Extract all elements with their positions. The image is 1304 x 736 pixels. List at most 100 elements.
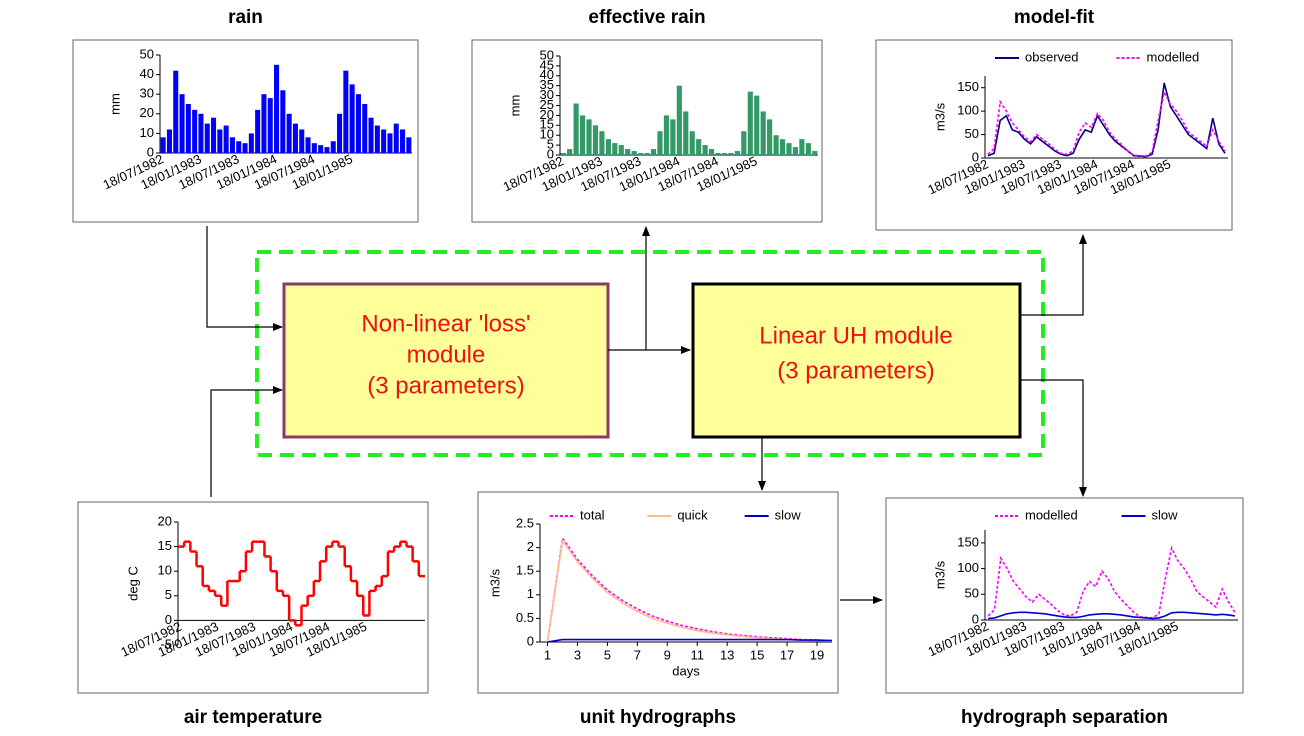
y-tick-label: 150 — [957, 79, 979, 94]
bar — [242, 143, 248, 153]
y-tick-label: 45 — [540, 57, 554, 72]
bar — [696, 139, 702, 155]
bar — [650, 149, 657, 155]
bar — [330, 141, 336, 153]
bar — [229, 137, 235, 153]
chart-frame — [875, 39, 1233, 231]
bar — [406, 137, 412, 153]
y-axis-label: mm — [507, 95, 522, 117]
bar — [747, 91, 753, 155]
bar — [211, 117, 217, 153]
bar — [773, 135, 779, 155]
y-tick-label: 50 — [540, 47, 554, 62]
bar — [400, 129, 406, 153]
bar — [702, 145, 708, 155]
bar — [805, 143, 811, 155]
bar — [387, 133, 393, 153]
y-axis-label: deg C — [125, 566, 140, 601]
series-line — [988, 611, 1235, 620]
bar — [799, 139, 805, 155]
bar — [286, 113, 292, 153]
bar — [160, 137, 166, 153]
legend-label: slow — [1152, 507, 1179, 522]
legend-label: modelled — [1147, 49, 1200, 64]
bar — [381, 129, 387, 153]
y-axis-label: mm — [107, 93, 122, 115]
y-tick-label: 30 — [140, 86, 154, 101]
bar — [708, 149, 715, 155]
bar — [255, 109, 261, 153]
bar — [683, 111, 689, 155]
x-tick-label: 13 — [720, 647, 734, 662]
y-tick-label: 0.5 — [516, 610, 534, 625]
bar — [689, 131, 695, 155]
x-tick-label: 17 — [780, 647, 794, 662]
y-tick-label: 35 — [540, 77, 554, 92]
bar — [612, 143, 618, 155]
bar — [324, 147, 330, 153]
bar — [786, 143, 792, 155]
module-text: (3 parameters) — [367, 372, 524, 399]
y-axis-label: m3/s — [487, 568, 502, 597]
legend-label: slow — [775, 507, 802, 522]
y-tick-label: 40 — [540, 67, 554, 82]
bar — [599, 131, 605, 155]
x-tick-label: 15 — [750, 647, 764, 662]
series-line — [547, 638, 833, 643]
bar — [579, 115, 586, 155]
y-tick-label: 15 — [158, 538, 172, 553]
model-boundary — [255, 250, 1045, 457]
arrow — [1020, 379, 1087, 497]
bar — [299, 129, 305, 153]
y-tick-label: 100 — [957, 560, 979, 575]
x-tick-label: 19 — [810, 647, 824, 662]
legend-label: quick — [677, 507, 708, 522]
y-tick-label: 100 — [957, 103, 979, 118]
y-tick-label: 20 — [158, 513, 172, 528]
chart-title: rain — [228, 7, 263, 28]
bar — [721, 153, 728, 155]
x-tick-label: 9 — [664, 647, 671, 662]
bar — [274, 64, 280, 153]
chart-title: hydrograph separation — [961, 707, 1168, 728]
bar — [792, 147, 799, 155]
bar — [728, 153, 734, 155]
x-axis-label: days — [672, 663, 700, 678]
y-tick-label: 5 — [547, 137, 554, 152]
bar — [779, 139, 786, 155]
y-tick-label: 1.5 — [516, 563, 534, 578]
chart-title: unit hydrographs — [580, 707, 736, 728]
bar — [741, 131, 747, 155]
chart-frame — [477, 491, 839, 694]
bar — [374, 125, 380, 153]
y-tick-label: 2 — [527, 539, 534, 554]
bar — [349, 84, 355, 153]
bar — [767, 119, 773, 155]
bar — [204, 123, 210, 153]
loss-module — [282, 282, 610, 439]
x-tick-label: 3 — [574, 647, 581, 662]
bar — [560, 153, 566, 155]
legend-label: modelled — [1025, 507, 1078, 522]
y-tick-label: 0 — [972, 149, 979, 164]
arrow — [1020, 234, 1087, 316]
bar — [185, 104, 191, 153]
bar — [198, 113, 204, 153]
y-tick-label: 0 — [147, 144, 154, 159]
bar — [179, 94, 185, 153]
y-tick-label: 20 — [540, 107, 554, 122]
bar — [715, 153, 721, 155]
y-tick-label: 0 — [165, 612, 172, 627]
bar — [261, 94, 267, 153]
bar — [618, 145, 624, 155]
y-tick-label: 0 — [972, 611, 979, 626]
bar — [663, 115, 670, 155]
bar — [638, 153, 644, 155]
series-line — [987, 545, 1236, 619]
bar — [676, 85, 682, 155]
bar — [644, 153, 650, 155]
y-tick-label: 40 — [140, 66, 154, 81]
bar — [166, 129, 172, 153]
bar — [280, 90, 286, 153]
